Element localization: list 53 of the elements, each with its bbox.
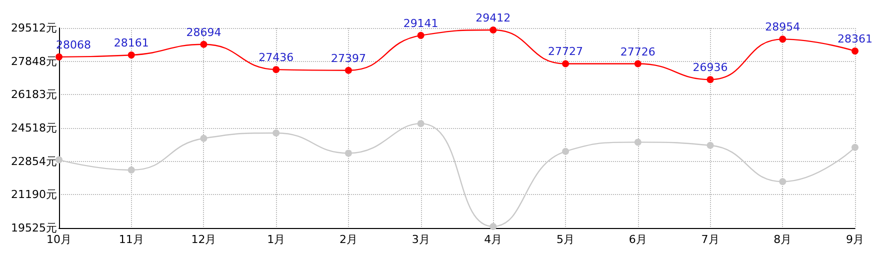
x-tick-label: 11月 <box>118 233 144 246</box>
point <box>344 150 352 157</box>
data-label: 28694 <box>186 26 222 39</box>
x-tick-label: 2月 <box>339 233 358 246</box>
point <box>128 52 135 59</box>
y-tick-label: 22854元 <box>10 154 57 168</box>
data-label: 27397 <box>330 52 366 65</box>
point <box>779 36 786 43</box>
data-label: 28161 <box>114 36 149 50</box>
data-label: 27436 <box>258 51 294 64</box>
x-tick-label: 1月 <box>267 233 286 246</box>
point <box>200 134 208 142</box>
point <box>852 144 858 151</box>
point <box>562 148 570 155</box>
x-tick-label: 7月 <box>701 233 720 246</box>
point <box>634 60 642 68</box>
data-label: 27727 <box>548 45 584 58</box>
point <box>417 32 424 39</box>
point <box>779 178 786 186</box>
point <box>200 40 208 48</box>
point <box>272 66 280 74</box>
x-tick-label: 6月 <box>628 233 647 246</box>
data-label: 26936 <box>692 61 728 74</box>
point <box>417 120 424 128</box>
point <box>706 76 714 84</box>
y-tick-label: 21190元 <box>10 188 57 202</box>
y-tick-label: 26183元 <box>10 88 57 102</box>
point <box>634 138 642 146</box>
x-tick-label: 10月 <box>46 233 72 246</box>
data-label: 27726 <box>620 45 656 58</box>
point <box>128 166 135 174</box>
y-tick-label: 24518元 <box>10 122 57 135</box>
x-tick-label: 3月 <box>412 233 430 246</box>
data-label: 29141 <box>403 16 438 30</box>
y-tick-label: 27848元 <box>10 54 57 68</box>
data-label: 28361 <box>838 32 872 46</box>
point <box>272 129 280 136</box>
point <box>852 48 858 55</box>
y-tick-label: 29512元 <box>10 22 57 34</box>
point <box>344 66 352 74</box>
x-tick-label: 9月 <box>846 233 864 246</box>
x-tick-label: 4月 <box>484 233 502 246</box>
point <box>562 60 570 68</box>
point <box>490 223 497 230</box>
x-tick-label: 8月 <box>774 233 792 246</box>
point <box>706 142 714 149</box>
point <box>490 26 497 34</box>
y-tick-label: 19525元 <box>10 222 57 234</box>
data-label: 29412 <box>476 12 511 25</box>
x-tick-label: 5月 <box>556 233 575 246</box>
point <box>56 53 62 60</box>
data-label: 28954 <box>765 20 800 34</box>
x-tick-label: 12月 <box>191 233 216 246</box>
